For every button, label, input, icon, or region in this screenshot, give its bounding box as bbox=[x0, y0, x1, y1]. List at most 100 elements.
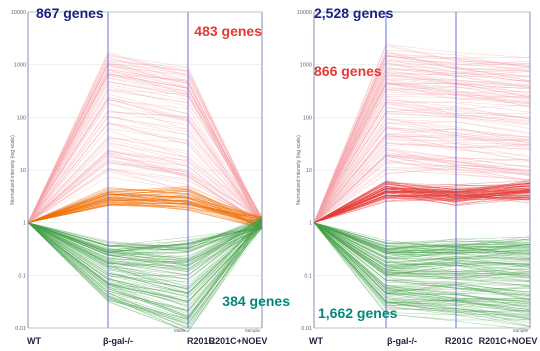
data-line bbox=[313, 222, 531, 312]
data-line bbox=[313, 222, 531, 264]
data-line bbox=[313, 222, 531, 247]
data-line bbox=[313, 133, 531, 223]
data-line bbox=[313, 128, 531, 223]
x-tick-label: WT bbox=[309, 336, 323, 346]
gene-count-annotation: 2,528 genes bbox=[314, 5, 394, 21]
data-line bbox=[313, 51, 531, 223]
x-tick-label: β-gal-/- bbox=[103, 336, 133, 346]
data-line bbox=[27, 222, 263, 259]
data-line bbox=[313, 183, 531, 223]
x-axis-title: Sample bbox=[513, 328, 529, 333]
data-line bbox=[27, 222, 263, 258]
x-tick-label: β-gal-/- bbox=[387, 336, 417, 346]
data-line bbox=[313, 222, 531, 266]
data-line bbox=[313, 167, 531, 223]
data-line bbox=[313, 113, 531, 223]
data-line bbox=[313, 193, 531, 223]
data-line bbox=[313, 222, 531, 300]
data-line bbox=[27, 64, 263, 228]
data-line bbox=[313, 62, 531, 223]
y-tick-label: 0.1 bbox=[18, 273, 26, 279]
data-line bbox=[27, 93, 263, 223]
series-up-moderate bbox=[27, 185, 263, 230]
data-line bbox=[313, 127, 531, 223]
data-line bbox=[313, 180, 531, 223]
data-line bbox=[27, 218, 263, 320]
gene-count-annotation: 1,662 genes bbox=[318, 305, 398, 321]
data-line bbox=[27, 219, 263, 314]
x-tick-label: R201C bbox=[445, 336, 474, 346]
gene-count-annotation: 483 genes bbox=[194, 23, 262, 39]
data-line bbox=[27, 138, 263, 223]
data-line bbox=[27, 222, 263, 302]
data-line bbox=[313, 222, 531, 320]
y-tick-label: 1 bbox=[309, 221, 312, 227]
y-tick-label: 0.01 bbox=[301, 326, 312, 332]
data-line bbox=[313, 45, 531, 223]
data-line bbox=[313, 43, 531, 223]
data-line bbox=[313, 155, 531, 223]
data-line bbox=[27, 162, 263, 223]
y-tick-label: 0.1 bbox=[304, 273, 312, 279]
data-line bbox=[313, 222, 531, 296]
data-line bbox=[313, 73, 531, 223]
data-line bbox=[313, 168, 531, 223]
data-line bbox=[27, 222, 263, 280]
data-line bbox=[313, 112, 531, 223]
data-line bbox=[313, 77, 531, 223]
data-line bbox=[313, 222, 531, 306]
data-line bbox=[313, 222, 531, 305]
data-line bbox=[313, 222, 531, 287]
y-tick-label: 10 bbox=[20, 168, 26, 174]
data-line bbox=[313, 147, 531, 223]
series-up-moderate bbox=[313, 180, 531, 223]
data-line bbox=[27, 222, 263, 254]
data-line bbox=[313, 88, 531, 223]
data-line bbox=[313, 96, 531, 223]
data-line bbox=[313, 222, 531, 278]
data-line bbox=[313, 222, 531, 312]
series-up-high bbox=[27, 51, 263, 230]
data-line bbox=[27, 222, 263, 320]
y-tick-label: 1000 bbox=[300, 63, 312, 69]
data-line bbox=[27, 218, 263, 249]
data-line bbox=[313, 157, 531, 223]
data-line bbox=[27, 129, 263, 223]
data-line bbox=[313, 102, 531, 223]
data-line bbox=[313, 191, 531, 223]
data-line bbox=[27, 222, 263, 319]
data-line bbox=[313, 222, 531, 254]
data-line bbox=[313, 222, 531, 274]
data-line bbox=[27, 89, 263, 225]
data-line bbox=[313, 103, 531, 223]
data-line bbox=[313, 135, 531, 223]
data-line bbox=[27, 222, 263, 246]
y-tick-label: 10000 bbox=[11, 10, 26, 16]
data-line bbox=[313, 142, 531, 223]
data-line bbox=[313, 191, 531, 223]
y-tick-label: 0.01 bbox=[15, 326, 26, 332]
x-tick-label: R201C+NOEV bbox=[209, 336, 268, 346]
data-line bbox=[313, 137, 531, 223]
x-minor-label: Mean bbox=[174, 328, 186, 333]
y-tick-label: 100 bbox=[17, 115, 26, 121]
data-line bbox=[27, 222, 263, 276]
data-line bbox=[27, 222, 263, 272]
data-line bbox=[27, 116, 263, 223]
gene-count-annotation: 384 genes bbox=[222, 293, 290, 309]
data-line bbox=[27, 136, 263, 223]
data-line bbox=[27, 216, 263, 271]
data-line bbox=[27, 218, 263, 267]
data-line bbox=[27, 220, 263, 287]
data-line bbox=[313, 222, 531, 305]
data-line bbox=[27, 157, 263, 229]
data-line bbox=[313, 187, 531, 223]
data-line bbox=[27, 222, 263, 248]
data-line bbox=[313, 222, 531, 249]
data-line bbox=[27, 193, 263, 228]
data-line bbox=[27, 144, 263, 227]
data-line bbox=[313, 222, 531, 306]
data-line bbox=[313, 164, 531, 223]
series-up-high bbox=[313, 43, 531, 223]
data-line bbox=[27, 103, 263, 223]
